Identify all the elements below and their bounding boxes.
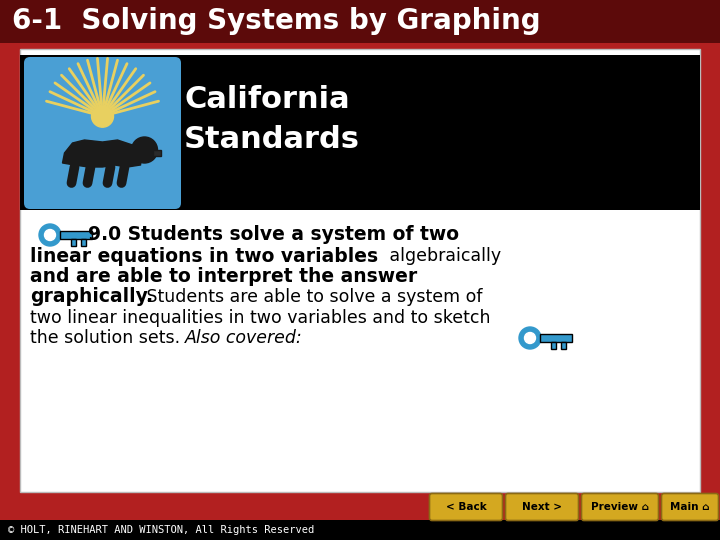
Text: and are able to interpret the answer: and are able to interpret the answer [30,267,418,287]
Circle shape [132,137,158,163]
Text: © HOLT, RINEHART AND WINSTON, All Rights Reserved: © HOLT, RINEHART AND WINSTON, All Rights… [8,525,314,535]
FancyBboxPatch shape [60,231,92,239]
FancyBboxPatch shape [551,342,556,349]
FancyBboxPatch shape [505,494,578,521]
Text: Next >: Next > [522,502,562,512]
FancyBboxPatch shape [0,520,720,540]
Circle shape [39,224,61,246]
FancyBboxPatch shape [540,334,572,342]
Text: California: California [184,85,350,114]
Polygon shape [153,150,161,156]
Text: the solution sets.: the solution sets. [30,329,186,347]
FancyBboxPatch shape [71,239,76,246]
FancyBboxPatch shape [662,494,719,521]
Text: 9.0 Students solve a system of two: 9.0 Students solve a system of two [88,226,459,245]
Text: linear equations in two variables: linear equations in two variables [30,246,378,266]
Text: < Back: < Back [446,502,487,512]
Circle shape [519,327,541,349]
FancyBboxPatch shape [561,342,566,349]
Circle shape [91,105,114,127]
Text: two linear inequalities in two variables and to sketch: two linear inequalities in two variables… [30,309,490,327]
Text: Also covered:: Also covered: [185,329,302,347]
Circle shape [45,230,55,240]
Text: Preview ⌂: Preview ⌂ [591,502,649,512]
FancyBboxPatch shape [20,49,700,492]
Polygon shape [63,140,143,167]
Text: graphically.: graphically. [30,287,153,307]
Text: algebraically: algebraically [384,247,501,265]
Text: 6-1  Solving Systems by Graphing: 6-1 Solving Systems by Graphing [12,7,541,35]
FancyBboxPatch shape [81,239,86,246]
FancyBboxPatch shape [0,0,720,43]
FancyBboxPatch shape [20,55,700,210]
Text: Standards: Standards [184,125,360,154]
FancyBboxPatch shape [430,494,503,521]
FancyBboxPatch shape [24,57,181,209]
Text: Students are able to solve a system of: Students are able to solve a system of [141,288,482,306]
Circle shape [524,333,536,343]
Text: Main ⌂: Main ⌂ [670,502,710,512]
FancyBboxPatch shape [582,494,659,521]
